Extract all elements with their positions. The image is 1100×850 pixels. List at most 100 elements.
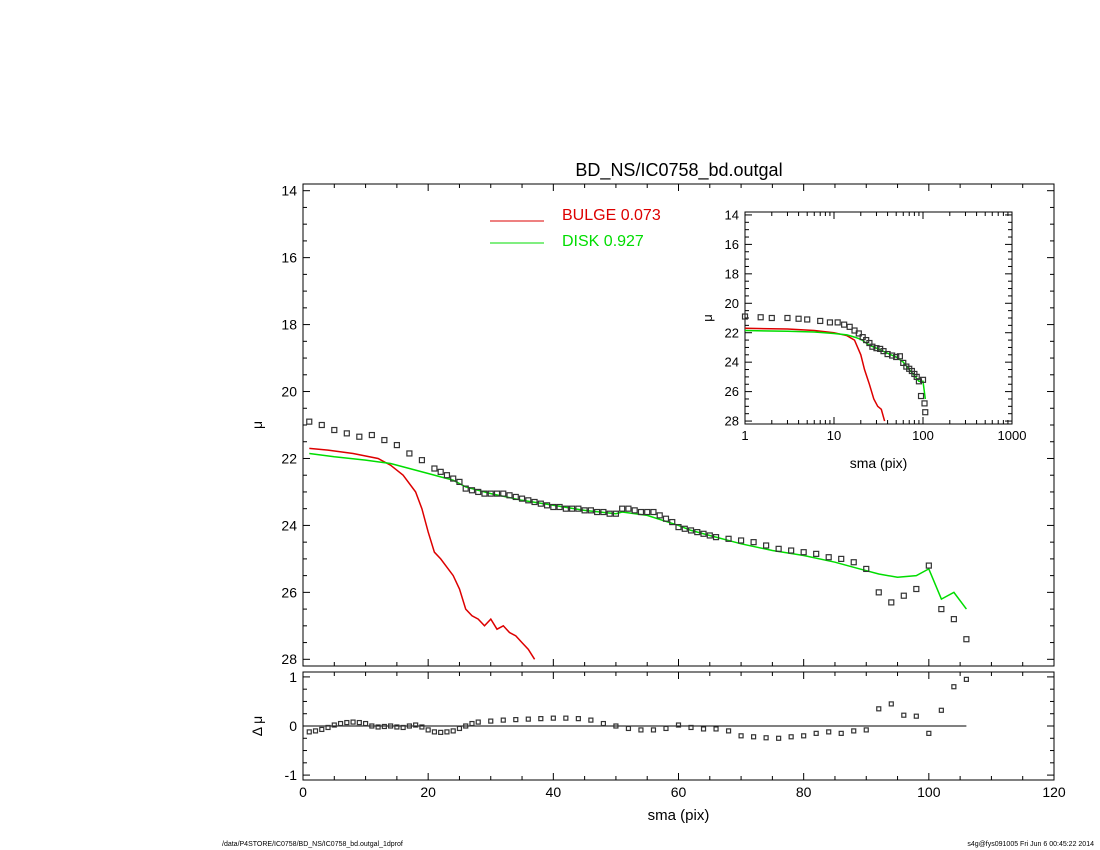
data-point [838, 555, 845, 562]
residual-x-tick-label: 40 [546, 784, 562, 800]
data-point [681, 525, 688, 532]
residual-point [738, 733, 744, 739]
residual-point [469, 720, 475, 727]
data-point [687, 527, 695, 534]
data-point [763, 542, 770, 549]
residual-point [963, 676, 969, 682]
residual-point [356, 719, 362, 726]
residual-point [801, 733, 807, 739]
residual-point [375, 724, 381, 730]
residual-x-tick-label: 60 [671, 784, 687, 800]
data-point [637, 508, 645, 516]
data-point [500, 490, 507, 497]
inset-data-point [757, 314, 764, 321]
data-point [700, 530, 707, 537]
data-point [913, 585, 920, 593]
main-y-tick-label: 24 [281, 517, 297, 533]
inset-data-point [795, 315, 802, 322]
data-point [406, 450, 413, 457]
residual-point [913, 713, 919, 719]
inset-data-point [915, 378, 923, 385]
data-point [675, 523, 682, 531]
x-axis-label: sma (pix) [648, 807, 710, 824]
residual-point [369, 723, 375, 729]
data-point [537, 500, 544, 507]
data-point [888, 599, 895, 606]
data-point [750, 539, 757, 546]
residual-point [456, 725, 463, 732]
inset-y-tick-label: 18 [725, 266, 739, 281]
residual-x-tick-label: 20 [420, 784, 436, 800]
residual-point [400, 724, 406, 731]
legend: BULGE 0.073 DISK 0.927 [490, 207, 661, 250]
residual-point [388, 723, 394, 729]
residual-x-tick-label: 80 [796, 784, 812, 800]
inset-data-point [741, 313, 749, 320]
residual-point [312, 728, 319, 734]
inset-data-point [896, 353, 903, 360]
data-point [356, 433, 363, 440]
inset-y-tick-label: 14 [725, 207, 739, 222]
data-point [543, 502, 551, 509]
inset-y-tick-label: 20 [725, 296, 739, 311]
residual-point [688, 724, 694, 731]
residual-point [863, 727, 869, 733]
footer-timestamp: s4g@fys091005 Fri Jun 6 00:45:22 2014 [967, 841, 1094, 848]
inset-y-tick-label: 26 [725, 384, 739, 399]
residual-x-tick-label: 120 [1042, 784, 1066, 800]
data-point [662, 515, 670, 522]
residual-point [938, 707, 944, 713]
data-point [800, 549, 807, 556]
residual-point [331, 722, 337, 728]
inset-data-point [804, 316, 811, 323]
data-point [525, 497, 532, 504]
residual-y-tick-label: 0 [289, 718, 297, 734]
data-point [669, 518, 676, 526]
main-y-tick-label: 26 [281, 584, 297, 600]
inset-data-point [817, 317, 824, 325]
inset-disk-line [744, 329, 927, 400]
data-point [587, 507, 594, 514]
residual-point [663, 725, 669, 732]
residual-y-tick-label: 1 [289, 669, 297, 685]
residual-point [588, 717, 594, 723]
inset-x-axis-label: sma (pix) [850, 455, 908, 471]
data-point [481, 490, 488, 497]
inset-y-tick-label: 24 [725, 355, 739, 370]
data-point [725, 535, 732, 542]
residual-point [350, 719, 356, 725]
residual-point [306, 729, 312, 735]
main-y-tick-label: 22 [281, 450, 297, 466]
main-profile-plot: 14 16 18 20 22 24 26 28 μ [249, 183, 1055, 667]
residual-x-tick-label: 0 [299, 784, 307, 800]
inset-x-tick-label: 100 [912, 428, 934, 443]
inset-y-tick-label: 28 [725, 414, 739, 429]
residual-point [488, 718, 494, 724]
inset-log-plot: 1 10 100 1000 14 16 18 20 22 24 26 28 μ sma (pix) [700, 207, 1026, 471]
data-point [450, 475, 457, 482]
residual-point [413, 722, 419, 728]
inset-data-point [893, 353, 900, 361]
residual-point [319, 726, 325, 733]
data-point [343, 430, 350, 437]
data-point [612, 510, 620, 517]
inset-data-point [846, 323, 853, 330]
main-y-tick-label: 14 [281, 183, 297, 199]
main-y-axis-label: μ [249, 421, 265, 429]
residual-point [419, 724, 425, 730]
inset-data-point [922, 409, 929, 416]
data-point [925, 562, 932, 569]
residual-point [638, 727, 644, 733]
residual-point [951, 684, 957, 690]
residual-point [475, 719, 481, 725]
data-point [306, 418, 313, 425]
residual-point [563, 715, 569, 721]
residual-point [525, 716, 531, 722]
residual-point [444, 729, 450, 735]
residual-point [876, 706, 882, 712]
data-point [569, 505, 576, 512]
residual-point [901, 712, 907, 718]
inset-y-tick-label: 22 [725, 325, 739, 340]
inset-data-point [917, 392, 925, 400]
